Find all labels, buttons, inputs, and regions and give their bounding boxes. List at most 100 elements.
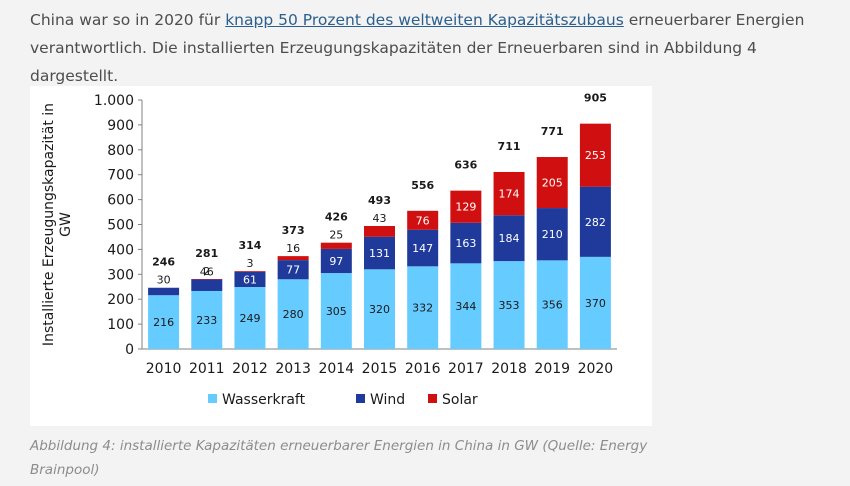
bar-wasserkraft-2012	[234, 286, 266, 349]
value-label-wind: 184	[499, 232, 520, 245]
bar-wind-2015	[364, 236, 395, 270]
y-tick-label: 600	[107, 193, 134, 209]
bar-wind-2011	[191, 279, 223, 291]
paragraph-text-before: China war so in 2020 für	[30, 11, 226, 29]
capacity-link[interactable]: knapp 50 Prozent des weltweiten Kapazitä…	[225, 11, 624, 29]
value-label-solar: 2	[203, 265, 210, 278]
legend-label-solar: Solar	[442, 392, 478, 408]
bar-wasserkraft-2013	[277, 279, 309, 349]
value-label-wasserkraft: 353	[499, 299, 520, 312]
bar-wind-2010	[148, 287, 180, 296]
bar-wind-2012	[234, 271, 266, 287]
value-label-wasserkraft: 356	[542, 299, 563, 312]
chart-svg: 0 100 200 300 400 500 600 700 800 900 1.000 Install…	[41, 92, 617, 408]
value-label-wind: 163	[455, 237, 476, 250]
total-label: 493	[368, 194, 391, 207]
y-tick-label: 500	[107, 218, 134, 234]
value-label-solar: 174	[499, 188, 520, 201]
value-label-wind: 131	[369, 247, 390, 260]
value-label-wasserkraft: 305	[326, 305, 347, 318]
bar-solar-2019	[536, 157, 568, 209]
x-tick-label: 2013	[275, 361, 311, 377]
y-tick-label: 700	[107, 168, 134, 184]
bar-wasserkraft-2016	[407, 266, 439, 349]
value-label-wasserkraft: 320	[369, 303, 390, 316]
legend-swatch-solar	[428, 394, 437, 403]
bar-solar-2017	[450, 190, 482, 223]
x-tick-label: 2018	[491, 361, 527, 377]
bar-solar-2012	[234, 271, 266, 272]
y-tick-label: 0	[125, 342, 134, 358]
value-label-wasserkraft: 370	[585, 297, 606, 310]
total-label: 246	[152, 256, 175, 269]
bar-wasserkraft-2017	[450, 263, 482, 349]
bar-wasserkraft-2019	[536, 260, 568, 349]
bar-wasserkraft-2020	[579, 256, 611, 349]
value-label-solar: 205	[542, 177, 563, 190]
y-tick-label: 900	[107, 118, 134, 134]
bar-wasserkraft-2015	[364, 269, 395, 349]
x-tick-label: 2020	[578, 361, 614, 377]
bar-solar-2014	[320, 242, 352, 249]
intro-paragraph: China war so in 2020 für knapp 50 Prozen…	[30, 6, 830, 90]
bar-wasserkraft-2014	[320, 273, 352, 349]
total-label: 314	[238, 239, 261, 252]
bar-wasserkraft-2010	[148, 295, 180, 349]
y-tick-label: 200	[107, 292, 134, 308]
legend-label-wasserkraft: Wasserkraft	[222, 392, 306, 408]
value-label-wind: 30	[157, 274, 171, 287]
total-label: 905	[584, 92, 607, 105]
bar-solar-2013	[277, 256, 309, 261]
value-label-wasserkraft: 280	[283, 308, 304, 321]
bar-wind-2018	[493, 215, 525, 262]
bar-wind-2016	[407, 229, 439, 267]
value-label-wasserkraft: 233	[196, 314, 217, 327]
y-tick-label: 300	[107, 267, 134, 283]
value-label-wind: 61	[243, 273, 257, 286]
value-label-solar: 43	[373, 212, 387, 225]
total-label: 556	[411, 179, 434, 192]
legend-label-wind: Wind	[370, 392, 405, 408]
bar-solar-2018	[493, 171, 525, 216]
value-label-solar: 76	[416, 214, 430, 227]
legend-swatch-wasserkraft	[208, 394, 217, 403]
value-label-wind: 282	[585, 216, 606, 229]
x-tick-label: 2014	[318, 361, 354, 377]
bar-wind-2017	[450, 222, 482, 264]
bar-wind-2020	[579, 186, 611, 257]
value-label-solar: 16	[286, 242, 300, 255]
y-tick-label: 1.000	[94, 93, 134, 109]
x-tick-label: 2012	[232, 361, 268, 377]
x-tick-label: 2011	[189, 361, 225, 377]
bar-wind-2013	[277, 260, 309, 280]
value-label-wasserkraft: 216	[153, 316, 174, 329]
x-tick-label: 2019	[534, 361, 570, 377]
y-tick-label: 400	[107, 242, 134, 258]
value-label-wasserkraft: 332	[412, 302, 433, 315]
y-axis-title: Installierte Erzeugungskapazität inGW	[41, 103, 74, 346]
value-label-wind: 147	[412, 242, 433, 255]
value-label-solar: 25	[329, 229, 343, 242]
bar-solar-2015	[364, 225, 395, 237]
value-label-wind: 77	[286, 264, 300, 277]
bar-wasserkraft-2011	[191, 290, 223, 349]
capacity-chart: 0 100 200 300 400 500 600 700 800 900 1.000 Install…	[30, 86, 652, 426]
x-tick-label: 2010	[146, 361, 182, 377]
value-label-solar: 253	[585, 149, 606, 162]
total-label: 373	[282, 224, 305, 237]
bar-wind-2019	[536, 208, 568, 261]
x-tick-label: 2016	[405, 361, 441, 377]
y-tick-label: 800	[107, 143, 134, 159]
bar-solar-2011	[191, 279, 223, 280]
total-label: 771	[541, 125, 564, 138]
value-label-wind: 46	[200, 266, 214, 279]
total-label: 281	[195, 247, 218, 260]
value-label-wasserkraft: 344	[455, 300, 476, 313]
y-tick-label: 100	[107, 317, 134, 333]
bar-solar-2020	[579, 123, 611, 187]
bar-solar-2016	[407, 210, 439, 230]
paragraph-text-after: erneuerbarer Energien verantwortlich. Di…	[30, 11, 805, 85]
bar-wasserkraft-2018	[493, 261, 525, 349]
total-label: 426	[325, 211, 348, 224]
bar-wind-2014	[320, 248, 352, 274]
